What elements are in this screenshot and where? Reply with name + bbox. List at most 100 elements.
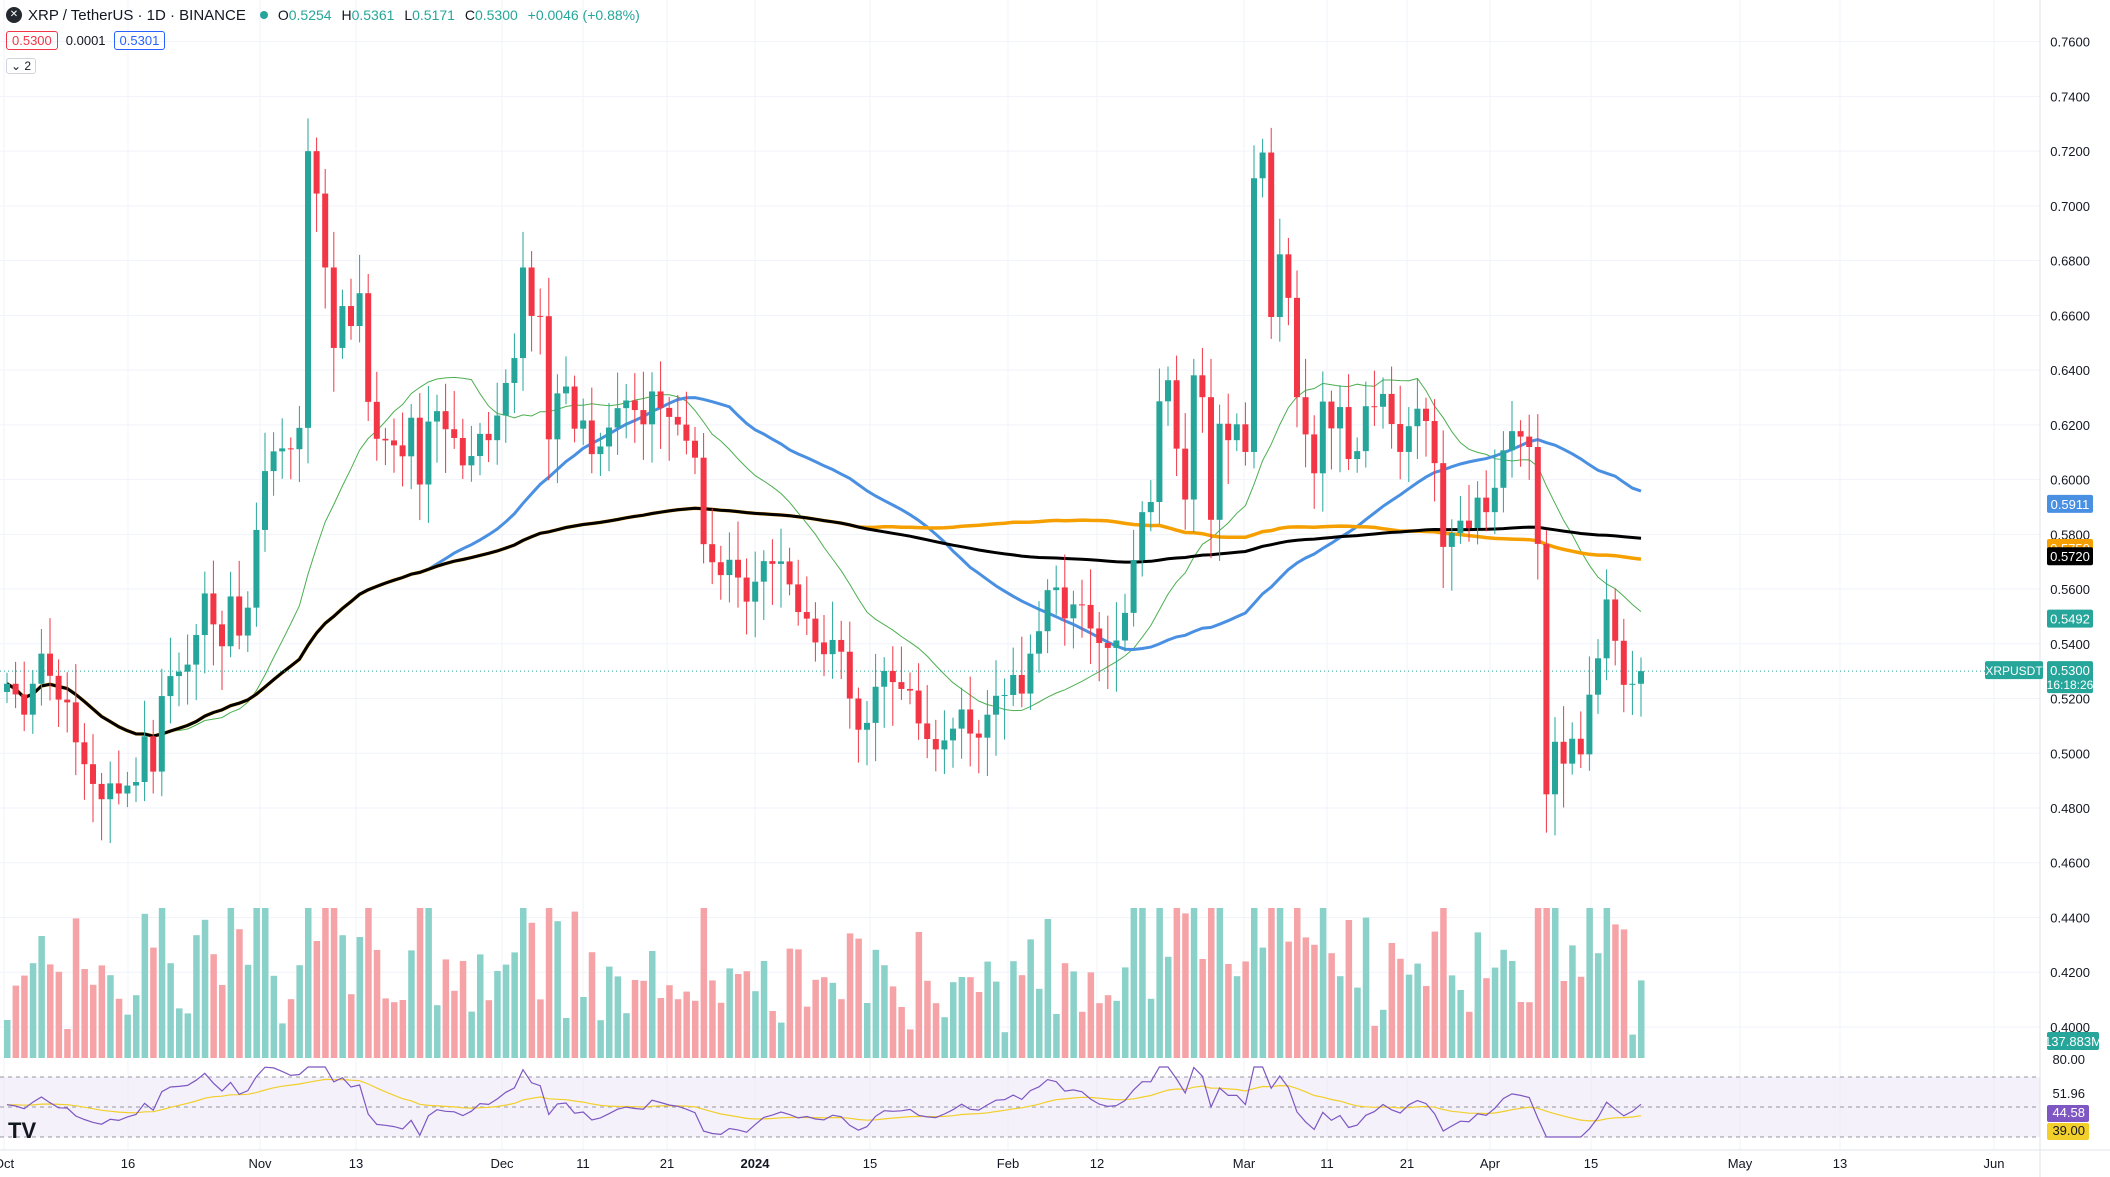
candle-body <box>1354 451 1361 460</box>
candle-body <box>1440 463 1447 547</box>
time-tick-label: Dec <box>490 1156 514 1171</box>
candle-body <box>1053 587 1060 591</box>
tradingview-logo: TV <box>8 1118 37 1143</box>
candle-body <box>373 401 380 439</box>
volume-bar <box>932 1003 940 1058</box>
candle-body <box>4 683 10 692</box>
volume-bar <box>958 977 966 1058</box>
rsi-ma-line <box>6 1078 1642 1122</box>
indicators-toggle[interactable]: ⌄ 2 <box>6 58 37 74</box>
symbol-title[interactable]: XRP / TetherUS · 1D · BINANCE <box>28 6 246 24</box>
time-tick-label: 13 <box>1833 1156 1847 1171</box>
price-tick-label: 0.5600 <box>2050 582 2090 597</box>
volume-bar <box>64 1029 71 1058</box>
volume-bar <box>141 913 149 1058</box>
volume-bar <box>1182 913 1189 1058</box>
candle-body <box>821 642 827 655</box>
volume-bar <box>47 964 54 1058</box>
volume-bar <box>1319 908 1327 1058</box>
candle-body <box>296 427 303 450</box>
buy-price-button[interactable]: 0.5301 <box>113 31 166 50</box>
volume-bar <box>1457 990 1464 1058</box>
volume-bar <box>1328 953 1335 1058</box>
rsi-tag <box>2047 1105 2089 1122</box>
candle-body <box>167 676 174 697</box>
candle-body <box>201 593 208 636</box>
volume-bar <box>1225 964 1232 1058</box>
candle-body <box>1294 297 1300 398</box>
volume-bar <box>1061 963 1069 1058</box>
ohlc-values: O0.5254 H0.5361 L0.5171 C0.5300 +0.0046 … <box>277 7 640 23</box>
candle-body <box>1431 421 1438 464</box>
candle-body <box>1036 631 1042 654</box>
countdown-label: 16:18:26 <box>2047 678 2094 692</box>
volume-bar <box>21 975 28 1058</box>
candle-body <box>1319 401 1326 474</box>
volume-bar <box>236 929 243 1058</box>
volume-bar <box>1371 1025 1378 1058</box>
symbol-tag <box>1985 661 2043 680</box>
candle-body <box>743 577 750 602</box>
candle-body <box>1242 424 1249 452</box>
time-tick-label: 16 <box>121 1156 135 1171</box>
volume-bar <box>1070 971 1077 1058</box>
candle-body <box>279 448 286 452</box>
candle-body <box>537 315 544 317</box>
volume-bar <box>846 933 854 1058</box>
volume-bar <box>1629 1034 1636 1058</box>
candle-body <box>545 316 552 440</box>
candle-body <box>1371 406 1378 408</box>
volume-bar <box>975 992 983 1058</box>
candle-body <box>941 740 948 750</box>
volume-bar <box>72 918 80 1058</box>
volume-bar <box>700 908 708 1058</box>
candle-body <box>700 457 707 545</box>
volume-bar <box>528 922 536 1058</box>
candle-body <box>1190 375 1197 500</box>
candle-body <box>348 306 354 327</box>
candle-body <box>1586 694 1593 755</box>
price-tick-label: 0.5400 <box>2050 637 2090 652</box>
sell-price-button[interactable]: 0.5300 <box>6 31 58 50</box>
volume-bar <box>726 968 733 1058</box>
candle-body <box>683 424 690 441</box>
price-tag <box>2047 609 2093 628</box>
candle-body <box>408 417 415 457</box>
volume-bar <box>554 921 561 1058</box>
candle-body <box>219 624 225 647</box>
candle-body <box>1638 671 1644 684</box>
volume-bar <box>1638 980 1645 1058</box>
volume-bar <box>709 980 716 1058</box>
candle-body <box>55 675 62 700</box>
volume-bar <box>158 908 166 1058</box>
candle-body <box>846 651 853 699</box>
candle-body <box>1139 512 1146 561</box>
volume-bar <box>537 999 544 1058</box>
candle-body <box>1362 406 1369 452</box>
candle-body <box>855 698 862 730</box>
volume-bar <box>795 949 802 1058</box>
volume-bar <box>1569 945 1576 1058</box>
candle-body <box>1569 738 1576 764</box>
candle-body <box>1208 397 1214 520</box>
volume-bar <box>339 935 346 1058</box>
candle-body <box>1285 254 1292 298</box>
candle-body <box>1251 178 1257 452</box>
candle-body <box>1534 447 1541 544</box>
moving-averages <box>0 376 2040 738</box>
candle-body <box>98 783 105 800</box>
candle-body <box>812 618 819 643</box>
candle-body <box>1173 380 1180 449</box>
candle-body <box>12 683 19 695</box>
candle-body <box>1276 254 1283 318</box>
volume-bar <box>1534 908 1542 1058</box>
volume-bar <box>416 908 424 1058</box>
candle-body <box>967 709 974 734</box>
candle-body <box>717 562 724 576</box>
volume-bar <box>98 965 106 1058</box>
volume-bar <box>950 982 957 1058</box>
candle-body <box>270 451 277 472</box>
candle-body <box>597 446 604 455</box>
candle-body <box>1268 152 1275 318</box>
